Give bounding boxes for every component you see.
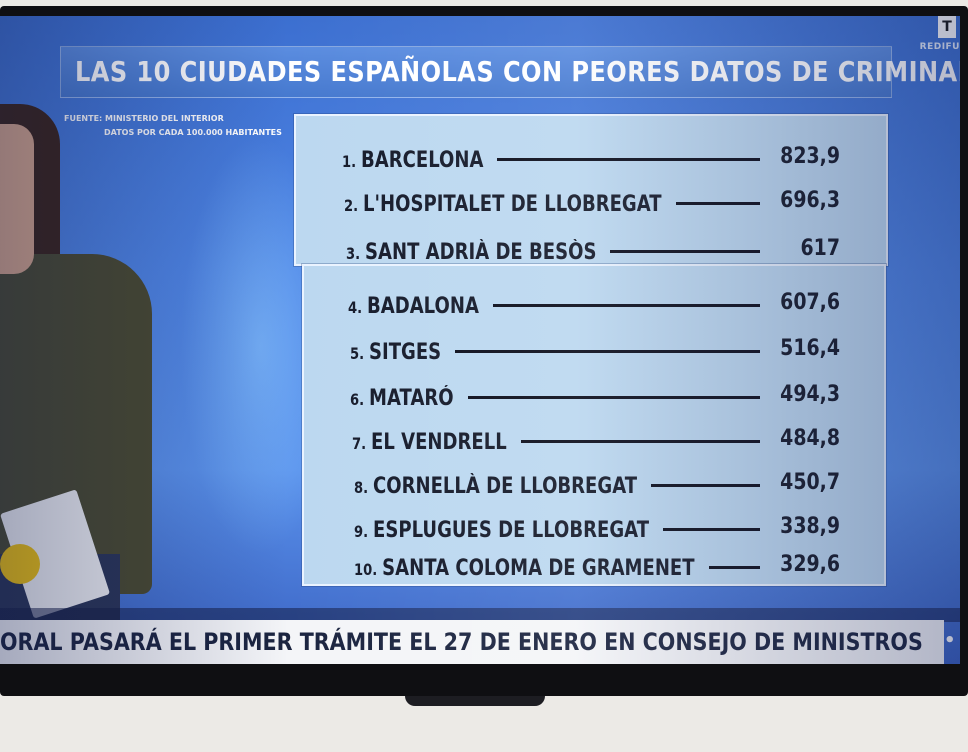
ranking-value: 484,8 (780, 426, 840, 451)
ranking-row: 8. CORNELLÀ DE LLOBREGAT (354, 468, 699, 504)
ranking-city: 1. BARCELONA (342, 148, 483, 173)
ranking-city-name: EL VENDRELL (371, 429, 507, 455)
leader-line (708, 566, 760, 569)
leader-line (520, 440, 760, 443)
ranking-city: 2. L'HOSPITALET DE LLOBREGAT (344, 192, 662, 217)
paper-logo-icon (0, 544, 40, 584)
channel-logo-icon: T (938, 16, 956, 38)
ranking-number: 5. (350, 343, 365, 363)
source-line: FUENTE: MINISTERIO DEL INTERIOR (64, 114, 224, 123)
title-banner: LAS 10 CIUDADES ESPAÑOLAS CON PEORES DAT… (60, 46, 960, 98)
ranking-city-name: ESPLUGUES DE LLOBREGAT (373, 517, 650, 543)
source-units: DATOS POR CADA 100.000 HABITANTES (104, 128, 282, 137)
presenter-face (0, 124, 34, 274)
ranking-number: 2. (344, 195, 359, 215)
ranking-row: 5. SITGES (350, 334, 461, 370)
source-note: FUENTE: MINISTERIO DEL INTERIOR DATOS PO… (64, 112, 282, 140)
ranking-city-name: BARCELONA (361, 147, 484, 173)
ticker-strip (0, 608, 960, 622)
leader-line (610, 250, 760, 253)
ticker-text: ORAL PASARÁ EL PRIMER TRÁMITE EL 27 DE E… (0, 628, 923, 656)
ranking-city: 9. ESPLUGUES DE LLOBREGAT (354, 518, 649, 543)
ranking-row: 4. BADALONA (348, 288, 508, 324)
ranking-value: 823,9 (780, 144, 840, 169)
leader-line (497, 158, 760, 161)
ranking-value: 450,7 (780, 470, 840, 495)
leader-line (467, 396, 760, 399)
leader-line (651, 484, 760, 487)
ranking-row: 9. ESPLUGUES DE LLOBREGAT (354, 512, 714, 548)
ranking-value: 696,3 (780, 188, 840, 213)
ranking-city: 4. BADALONA (348, 294, 479, 319)
tv-stand (405, 696, 545, 706)
ranking-rest-panel (302, 264, 886, 586)
ranking-city-name: L'HOSPITALET DE LLOBREGAT (363, 191, 662, 217)
ranking-city-name: BADALONA (367, 293, 479, 319)
ranking-value: 617 (800, 236, 840, 261)
ranking-city: 10. SANTA COLOMA DE GRAMENET (354, 556, 695, 581)
ranking-city: 8. CORNELLÀ DE LLOBREGAT (354, 474, 637, 499)
leader-line (455, 350, 760, 353)
ranking-row: 1. BARCELONA (342, 142, 515, 178)
ranking-city-name: SITGES (369, 339, 442, 365)
ranking-row: 6. MATARÓ (350, 380, 476, 416)
ranking-value: 338,9 (780, 514, 840, 539)
leader-line (492, 304, 760, 307)
ranking-city: 3. SANT ADRIÀ DE BESÒS (346, 240, 596, 265)
ranking-row: 7. EL VENDRELL (352, 424, 541, 460)
ranking-city-name: MATARÓ (369, 385, 454, 411)
ranking-value: 607,6 (780, 290, 840, 315)
ranking-row: 3. SANT ADRIÀ DE BESÒS (346, 234, 651, 270)
tv-frame: T REDIFU LAS 10 CIUDADES ESPAÑOLAS CON P… (0, 6, 968, 706)
ranking-number: 6. (350, 389, 365, 409)
ranking-city: 7. EL VENDRELL (352, 430, 507, 455)
ranking-city-name: SANTA COLOMA DE GRAMENET (382, 555, 695, 581)
ranking-number: 9. (354, 521, 369, 541)
ranking-city-name: CORNELLÀ DE LLOBREGAT (373, 473, 638, 499)
ranking-top3-panel (294, 114, 888, 266)
leader-line (675, 202, 760, 205)
ranking-row: 2. L'HOSPITALET DE LLOBREGAT (344, 186, 731, 222)
ranking-number: 7. (352, 433, 367, 453)
news-ticker: ORAL PASARÁ EL PRIMER TRÁMITE EL 27 DE E… (0, 620, 944, 664)
leader-line (663, 528, 760, 531)
ranking-value: 494,3 (780, 382, 840, 407)
ranking-city-name: SANT ADRIÀ DE BESÒS (365, 239, 597, 265)
ranking-number: 10. (354, 559, 378, 579)
ranking-number: 3. (346, 243, 361, 263)
graphic-title: LAS 10 CIUDADES ESPAÑOLAS CON PEORES DAT… (75, 55, 960, 88)
ranking-city: 5. SITGES (350, 340, 441, 365)
channel-logo-text: REDIFU (919, 42, 960, 52)
ranking-value: 329,6 (780, 552, 840, 577)
tv-screen: T REDIFU LAS 10 CIUDADES ESPAÑOLAS CON P… (0, 16, 960, 664)
ranking-number: 8. (354, 477, 369, 497)
ticker-separator: • (944, 630, 956, 651)
ranking-city: 6. MATARÓ (350, 386, 454, 411)
ranking-row: 10. SANTA COLOMA DE GRAMENET (354, 550, 769, 586)
ranking-number: 1. (342, 151, 357, 171)
presenter (0, 104, 160, 664)
ranking-number: 4. (348, 297, 363, 317)
ranking-value: 516,4 (780, 336, 840, 361)
